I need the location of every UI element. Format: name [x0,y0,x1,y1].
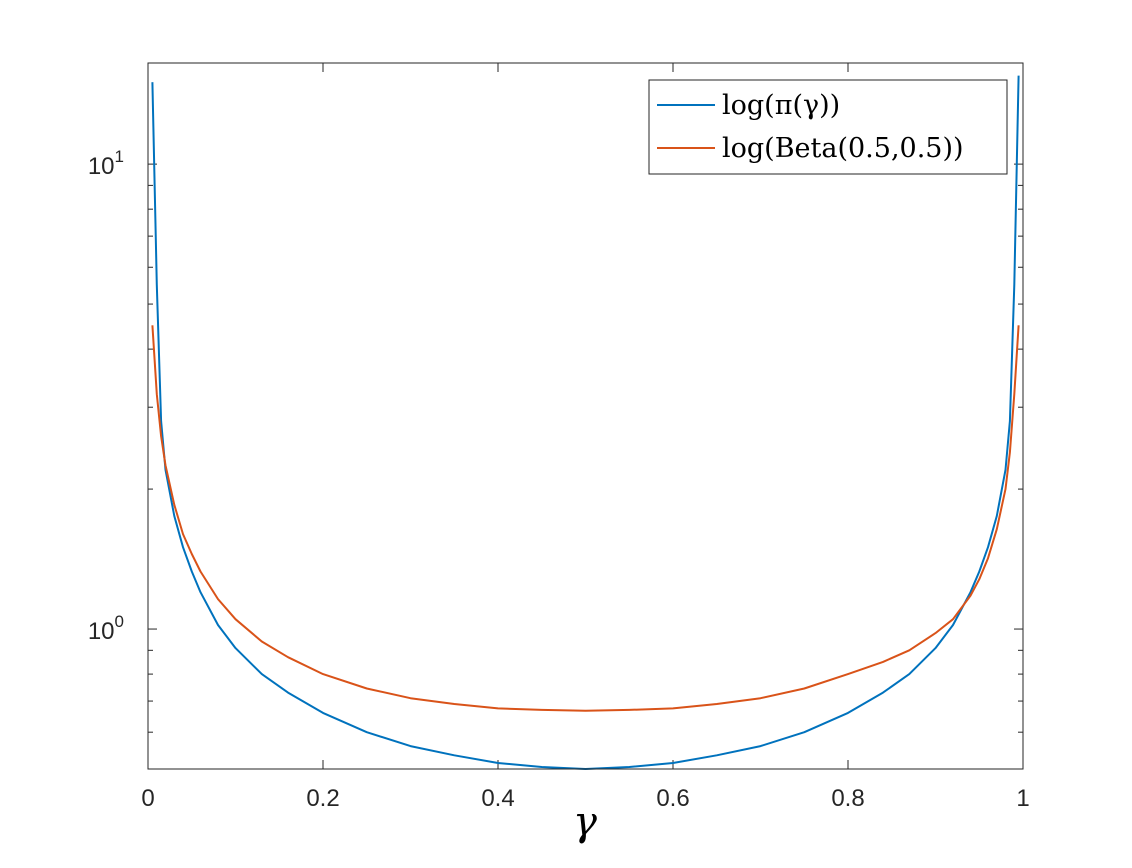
x-tick-label: 0.8 [831,785,864,812]
y-tick-label: 101 [88,147,124,180]
x-axis-label: γ [573,799,597,845]
plot-area [148,63,1023,769]
x-tick-label: 0 [141,785,154,812]
series-line-2 [151,325,1020,712]
axes-box [147,62,1024,770]
x-tick-label: 0.4 [481,785,514,812]
y-tick-base: 10 [88,618,115,645]
x-tick-labels: 0 0.2 0.4 0.6 0.8 1 [141,785,1029,812]
x-tick-label: 0.2 [306,785,339,812]
y-tick-exponent: 1 [115,147,124,166]
y-tick-exponent: 0 [115,612,124,631]
legend-label-series-2: log(Beta(0.5,0.5)) [722,133,964,164]
legend: log(π(γ)) log(Beta(0.5,0.5)) [648,79,1008,175]
x-tick-label: 1 [1016,785,1029,812]
y-tick-base: 10 [88,153,115,180]
legend-box [648,79,1008,175]
y-tick-label: 100 [88,612,124,645]
legend-label-series-1: log(π(γ)) [722,90,840,121]
x-tick-label: 0.6 [656,785,689,812]
